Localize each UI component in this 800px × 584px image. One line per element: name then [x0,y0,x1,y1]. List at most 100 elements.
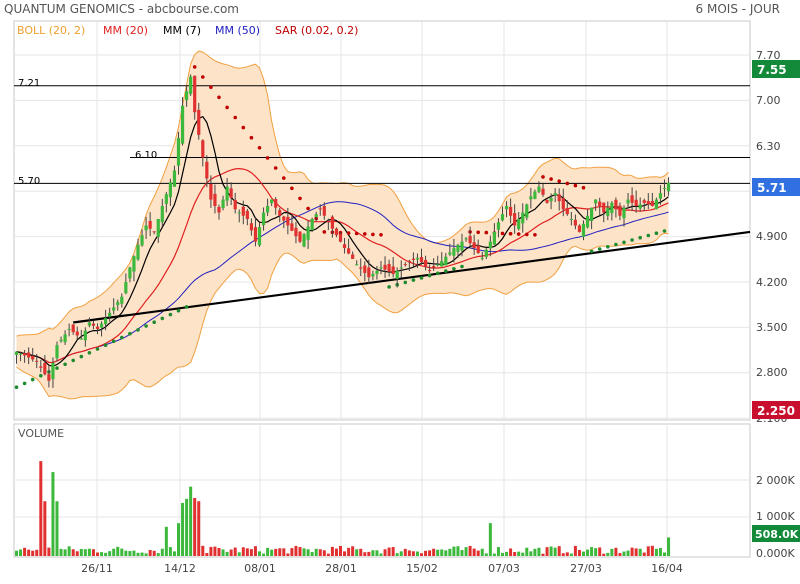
volume-bar [177,523,180,556]
candle-body [662,187,667,189]
sar-dot [298,196,302,201]
sar-dot [533,233,537,237]
candle-body [529,196,533,200]
candle [423,255,428,271]
candle-body [436,264,440,266]
candle-body [233,199,237,210]
candle-body [537,186,541,192]
volume-bar [343,551,347,556]
volume-bar [480,548,484,556]
candle [610,201,614,221]
sar-dot [346,231,351,235]
volume-bar [456,546,460,556]
volume-last-badge: 508.0K [752,525,800,542]
candle [14,351,19,364]
candle [626,192,630,209]
volume-bar [541,553,545,556]
candle-body [440,261,444,267]
candle-body [180,105,185,144]
candle-body [581,223,586,237]
volume-bar [407,550,411,556]
candle [602,202,606,223]
volume-bars [15,461,671,556]
volume-bar [529,551,533,556]
candle [399,260,403,278]
volume-bar [586,549,590,556]
volume-bar [189,486,193,556]
candle [67,323,71,337]
volume-bar [444,550,448,556]
volume-bar [367,551,371,556]
candle [537,181,541,194]
candle [472,234,476,255]
volume-bar [610,548,614,556]
candle-body [569,218,573,220]
sar-dot [654,231,659,235]
candle [456,243,460,258]
candle [630,187,634,211]
candle-body [622,207,626,219]
sar-dot [541,175,545,179]
volume-bar [31,550,35,556]
candle [521,203,525,233]
candle-body [541,188,545,195]
volume-bar [19,549,23,556]
candle-body [338,233,343,242]
volume-bar [371,550,375,556]
volume-bar [569,553,573,556]
sar-dot [290,186,294,191]
sar-dot [233,115,237,120]
sar-dot [484,230,489,235]
volume-bar [654,548,658,556]
candle [55,341,59,362]
candle [492,223,496,246]
sar-dot [565,181,570,186]
volume-bar [253,546,257,556]
candle [460,233,464,257]
candle-body [383,264,387,270]
sar-dot [411,278,416,282]
candle-body [282,216,286,221]
volume-bar [201,545,205,556]
mm50-line [16,201,669,364]
sar-dot [638,235,642,240]
volume-title: VOLUME [18,427,64,440]
volume-bar [221,549,225,556]
candle-body [318,208,322,210]
volume-bar [334,548,338,556]
sar-dot [427,273,432,278]
volume-bar [399,551,403,556]
volume-bar [424,550,428,556]
volume-bar [464,547,468,556]
candle [136,238,140,261]
candle-body [205,161,209,179]
candle-body [521,212,525,224]
candle-body [91,323,96,326]
volume-bar [411,551,415,556]
candle-body [618,205,622,216]
candle-body [658,193,663,199]
candle [112,298,116,315]
candle-body [590,207,594,221]
volume-bar [561,553,565,556]
volume-bar [565,552,569,556]
candle [75,326,79,340]
candle [549,193,553,210]
candle-body [79,338,83,340]
legend-mm50: MM (50) [215,24,260,37]
candle [51,357,55,388]
candle [553,188,557,203]
y-tick: 6.30 [756,140,781,153]
volume-bar [618,553,622,556]
candle-body [18,353,23,355]
candle-body [229,188,233,198]
sar-dot [103,343,108,348]
candle-body [172,170,177,187]
candle-body [484,249,488,257]
volume-bar [549,546,553,556]
sar-dot [525,232,529,237]
candle [99,321,104,337]
volume-bar [43,501,47,556]
volume-bar [432,548,436,556]
sar-dot [363,232,367,236]
